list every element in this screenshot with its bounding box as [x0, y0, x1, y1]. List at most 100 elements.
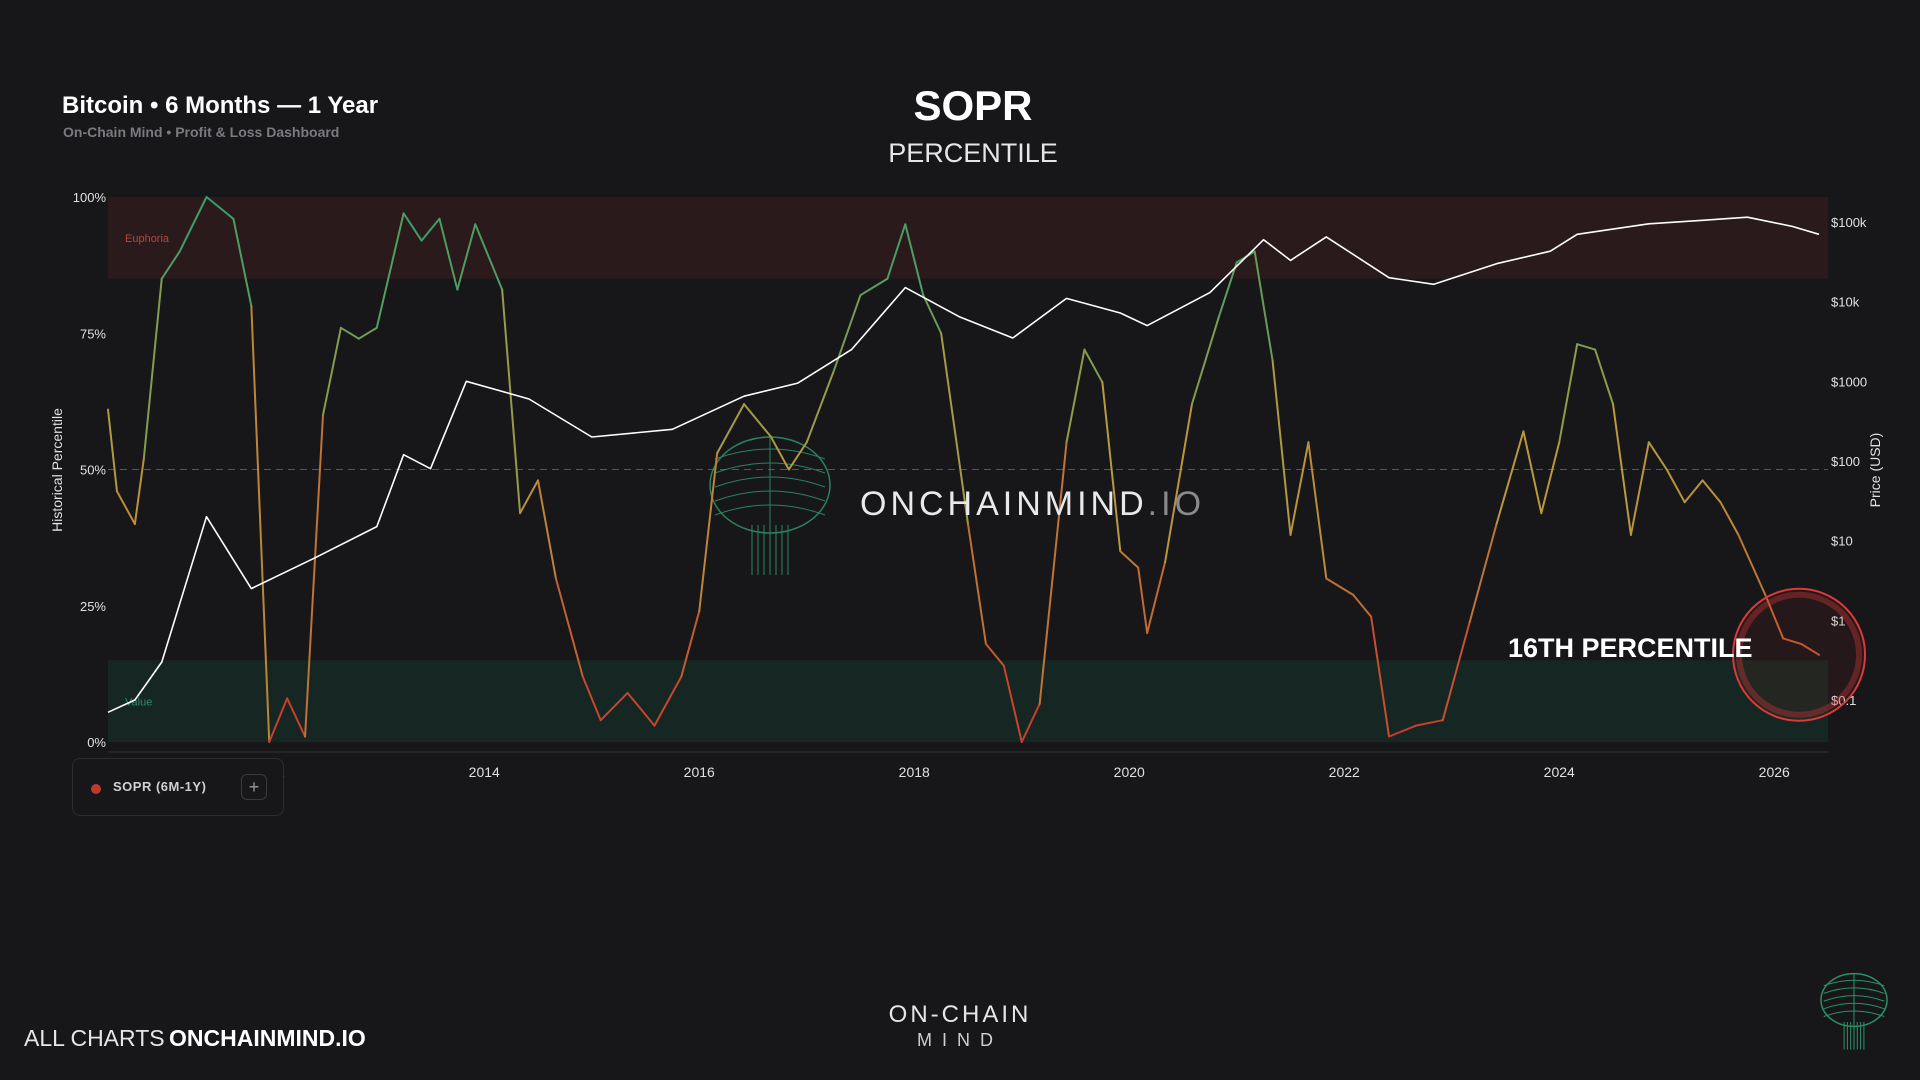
sopr-line-segment: [653, 675, 683, 727]
sopr-line-segment: [420, 217, 441, 242]
x-tick-label: 2022: [1329, 764, 1360, 780]
y-right-tick-label: $10k: [1831, 295, 1860, 310]
footer-logo-line2: MIND: [917, 1030, 1003, 1050]
x-tick-label: 2018: [899, 764, 930, 780]
zone-euphoria: [108, 197, 1828, 279]
sopr-line-segment: [1217, 261, 1238, 318]
sopr-line-segment: [160, 250, 181, 280]
legend-item-label[interactable]: SOPR (6M-1Y): [113, 779, 207, 794]
sopr-line-segment: [232, 217, 253, 307]
sopr-line-segment: [1800, 642, 1821, 656]
sopr-line-segment: [142, 277, 163, 460]
sopr-line-segment: [474, 223, 504, 291]
y-left-axis-label: Historical Percentile: [49, 408, 65, 532]
watermark-name: ONCHAINMIND: [860, 485, 1148, 523]
sopr-line-segment: [1065, 348, 1086, 444]
zone-value: [108, 660, 1828, 742]
x-tick-label: 2024: [1544, 764, 1575, 780]
sopr-line-segment: [1002, 664, 1023, 743]
dashboard-subtitle: On-Chain Mind • Profit & Loss Dashboard: [63, 124, 340, 140]
sopr-line-segment: [626, 691, 656, 727]
y-right-tick-label: $100k: [1831, 215, 1867, 230]
footer-site-link[interactable]: ONCHAINMIND.IO: [169, 1025, 366, 1051]
sopr-line-segment: [716, 403, 746, 455]
highlight-glow: [1736, 591, 1863, 718]
sopr-line-segment: [859, 277, 889, 297]
sopr-line-segment: [304, 414, 324, 738]
sopr-line-segment: [886, 223, 907, 280]
sopr-line-segment: [1119, 550, 1140, 569]
sopr-line-segment: [339, 326, 360, 340]
sopr-line-segment: [438, 217, 459, 291]
y-left-tick-label: 0%: [87, 735, 106, 750]
sopr-line-segment: [375, 212, 405, 329]
sopr-line-segment: [1352, 593, 1373, 618]
dashboard-title: Bitcoin • 6 Months — 1 Year: [62, 92, 379, 119]
add-series-button[interactable]: +: [241, 774, 267, 800]
sopr-line-segment: [805, 370, 835, 444]
sopr-line-segment: [286, 697, 307, 738]
sopr-line-segment: [1540, 441, 1561, 515]
watermark-tld: .IO: [1147, 485, 1206, 523]
sopr-line-segment: [1101, 381, 1122, 553]
x-tick-label: 2020: [1114, 764, 1145, 780]
sopr-line-segment: [1594, 348, 1614, 406]
sopr-line-segment: [904, 223, 925, 297]
footer-logo-line1: ON-CHAIN: [888, 1001, 1032, 1028]
sopr-line-segment: [1289, 441, 1310, 536]
sopr-line-segment: [1522, 430, 1543, 515]
sopr-line-segment: [537, 479, 557, 580]
sopr-line-segment: [456, 223, 477, 291]
legend: SOPR (6M-1Y) +: [72, 758, 284, 816]
sopr-line-segment: [1146, 561, 1167, 634]
sopr-line-segment: [268, 697, 289, 743]
sopr-line-segment: [1253, 250, 1274, 362]
sopr-line-segment: [1038, 441, 1068, 705]
sopr-line-segment: [554, 577, 584, 678]
sopr-line-segment: [519, 479, 539, 515]
y-left-tick-label: 100%: [73, 190, 107, 205]
y-left-tick-label: 75%: [80, 326, 106, 341]
sopr-line-segment: [1629, 441, 1650, 536]
footer-all-charts: ALL CHARTS: [24, 1025, 165, 1051]
sopr-line-segment: [1647, 441, 1668, 471]
sopr-line-segment: [1495, 430, 1525, 525]
sopr-line-segment: [1164, 403, 1193, 564]
sopr-line-segment: [1414, 719, 1444, 727]
sopr-line-segment: [1325, 577, 1355, 596]
chart-subtitle: PERCENTILE: [888, 138, 1058, 168]
sopr-line-segment: [205, 196, 235, 220]
zone-label-value: Value: [125, 696, 152, 708]
sopr-line-segment: [832, 294, 862, 373]
y-right-axis-label: Price (USD): [1867, 433, 1883, 508]
sopr-line-segment: [1719, 501, 1740, 536]
sopr-line-segment: [1370, 615, 1391, 738]
y-right-tick-label: $1000: [1831, 374, 1867, 389]
x-tick-label: 2014: [469, 764, 500, 780]
footer-brain-icon: [1820, 972, 1888, 1050]
sopr-line-segment: [115, 490, 136, 525]
sopr-line-segment: [1307, 441, 1328, 580]
sopr-line-segment: [581, 675, 602, 722]
zone-label-euphoria: Euphoria: [125, 233, 170, 245]
sopr-line-segment: [1441, 621, 1471, 722]
sopr-line-segment: [357, 326, 378, 340]
sopr-line-segment: [1558, 343, 1579, 444]
chart-title: SOPR: [913, 82, 1033, 129]
y-right-tick-label: $10: [1831, 534, 1853, 549]
sopr-line-segment: [1468, 523, 1498, 624]
x-tick-label: 2016: [684, 764, 715, 780]
y-left-tick-label: 25%: [80, 599, 106, 614]
sopr-line-segment: [402, 212, 423, 242]
sopr-line-segment: [1764, 593, 1785, 640]
sopr-line-segment: [922, 294, 943, 335]
sopr-line-segment: [1665, 468, 1686, 504]
price-line: [107, 216, 1820, 714]
y-left-tick-label: 50%: [80, 463, 106, 478]
callout-label: 16TH PERCENTILE: [1508, 633, 1753, 663]
sopr-line-segment: [743, 403, 772, 438]
sopr-line-segment: [984, 642, 1005, 667]
sopr-line-segment: [967, 523, 987, 645]
sopr-line-segment: [1701, 479, 1722, 504]
sopr-line-segment: [1083, 348, 1104, 384]
